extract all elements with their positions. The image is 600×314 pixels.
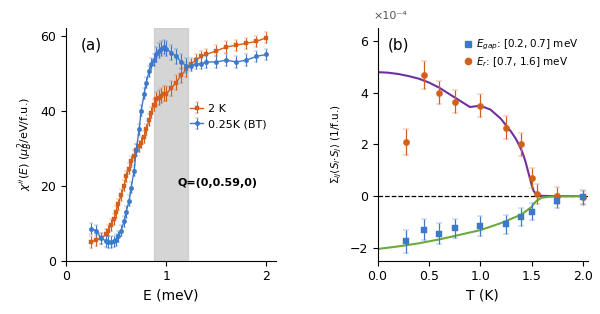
Legend: 2 K, 0.25K (BT): 2 K, 0.25K (BT) xyxy=(185,99,271,134)
Bar xyxy=(154,28,188,261)
Legend: $E_{gap}$: [0.2, 0.7] meV, $E_r$: [0.7, 1.6] meV: $E_{gap}$: [0.2, 0.7] meV, $E_r$: [0.7, … xyxy=(460,34,583,73)
Text: (b): (b) xyxy=(388,38,410,52)
Text: Q=(0,0.59,0): Q=(0,0.59,0) xyxy=(178,178,257,188)
X-axis label: T (K): T (K) xyxy=(466,289,499,303)
Y-axis label: $\chi''(E)$ ($\mu_B^2$/eV/f.u.): $\chi''(E)$ ($\mu_B^2$/eV/f.u.) xyxy=(15,97,35,192)
Text: ×10⁻⁴: ×10⁻⁴ xyxy=(373,11,407,21)
Text: (a): (a) xyxy=(81,38,102,52)
Y-axis label: $\Sigma_{ij}\langle S_i{\cdot}S_j\rangle$ (1/f.u.): $\Sigma_{ij}\langle S_i{\cdot}S_j\rangle… xyxy=(329,105,344,184)
X-axis label: E (meV): E (meV) xyxy=(143,289,199,303)
